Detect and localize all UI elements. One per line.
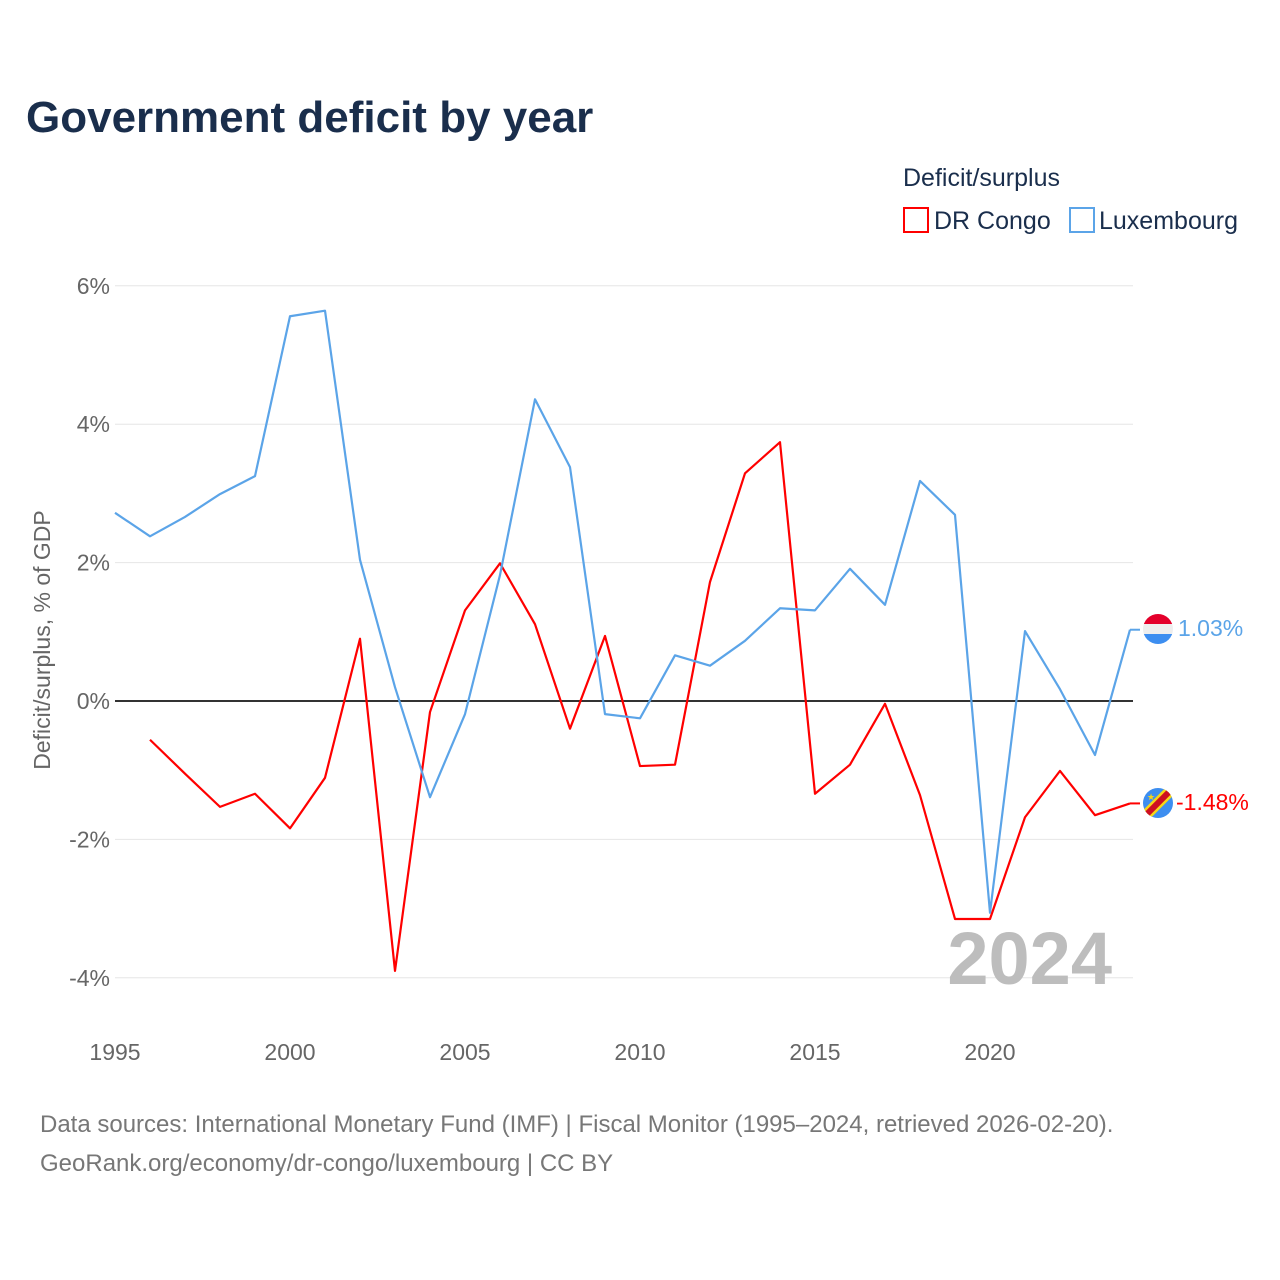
end-label-dr-congo: -1.48%	[1176, 789, 1249, 815]
footer-credit[interactable]: GeoRank.org/economy/dr-congo/luxembourg …	[40, 1150, 613, 1177]
data-point[interactable]	[603, 634, 607, 638]
y-tick-label: -2%	[69, 826, 110, 852]
data-point[interactable]	[708, 580, 712, 584]
data-point[interactable]	[883, 603, 887, 607]
data-point[interactable]	[1058, 769, 1062, 773]
data-point[interactable]	[813, 608, 817, 612]
end-label-luxembourg: 1.03%	[1178, 615, 1243, 641]
x-tick-label: 1995	[89, 1039, 140, 1065]
data-point[interactable]	[883, 702, 887, 706]
data-point[interactable]	[183, 772, 187, 776]
data-point[interactable]	[428, 710, 432, 714]
data-point[interactable]	[568, 465, 572, 469]
data-point[interactable]	[918, 479, 922, 483]
data-point[interactable]	[778, 440, 782, 444]
data-point[interactable]	[428, 795, 432, 799]
data-point[interactable]	[813, 792, 817, 796]
flag-dr-congo-icon: ★	[1143, 788, 1173, 818]
data-point[interactable]	[148, 534, 152, 538]
y-axis-label: Deficit/surplus, % of GDP	[29, 510, 55, 769]
data-point[interactable]	[708, 664, 712, 668]
data-point[interactable]	[988, 911, 992, 915]
data-point[interactable]	[638, 716, 642, 720]
data-point[interactable]	[323, 309, 327, 313]
flag-luxembourg-icon	[1143, 614, 1173, 644]
svg-text:★: ★	[1147, 792, 1155, 802]
data-point[interactable]	[463, 712, 467, 716]
data-point[interactable]	[463, 608, 467, 612]
data-point[interactable]	[323, 776, 327, 780]
data-point[interactable]	[848, 763, 852, 767]
data-point[interactable]	[778, 606, 782, 610]
data-point[interactable]	[743, 639, 747, 643]
data-point[interactable]	[673, 763, 677, 767]
x-tick-label: 2005	[439, 1039, 490, 1065]
x-tick-label: 2015	[789, 1039, 840, 1065]
data-point[interactable]	[1023, 815, 1027, 819]
data-point[interactable]	[673, 653, 677, 657]
y-tick-label: -4%	[69, 965, 110, 991]
data-point[interactable]	[253, 474, 257, 478]
data-point[interactable]	[148, 738, 152, 742]
data-point[interactable]	[918, 793, 922, 797]
data-point[interactable]	[1093, 753, 1097, 757]
data-point[interactable]	[218, 805, 222, 809]
data-point[interactable]	[113, 511, 117, 515]
year-watermark: 2024	[947, 917, 1112, 1000]
y-tick-label: 0%	[77, 688, 110, 714]
legend-swatch-luxembourg[interactable]	[1069, 207, 1095, 233]
data-point[interactable]	[1093, 813, 1097, 817]
chart-title: Government deficit by year	[26, 93, 593, 142]
data-point[interactable]	[568, 727, 572, 731]
data-point[interactable]	[288, 826, 292, 830]
data-point[interactable]	[393, 969, 397, 973]
data-point[interactable]	[218, 492, 222, 496]
data-point[interactable]	[358, 558, 362, 562]
data-point[interactable]	[533, 397, 537, 401]
data-point[interactable]	[953, 917, 957, 921]
legend-label-luxembourg[interactable]: Luxembourg	[1099, 207, 1238, 235]
data-point[interactable]	[358, 637, 362, 641]
data-point[interactable]	[638, 764, 642, 768]
x-tick-label: 2010	[614, 1039, 665, 1065]
data-point[interactable]	[393, 685, 397, 689]
y-tick-label: 6%	[77, 273, 110, 299]
x-tick-label: 2020	[964, 1039, 1015, 1065]
x-tick-label: 2000	[264, 1039, 315, 1065]
data-point[interactable]	[288, 314, 292, 318]
legend-swatch-dr-congo[interactable]	[903, 207, 929, 233]
y-tick-label: 2%	[77, 550, 110, 576]
data-point[interactable]	[1023, 629, 1027, 633]
series-line-dr-congo[interactable]	[149, 441, 1131, 972]
data-point[interactable]	[603, 712, 607, 716]
legend-title: Deficit/surplus	[903, 164, 1060, 192]
data-point[interactable]	[1058, 687, 1062, 691]
legend-label-dr-congo[interactable]: DR Congo	[934, 207, 1051, 235]
data-point[interactable]	[183, 515, 187, 519]
data-point[interactable]	[988, 917, 992, 921]
data-point[interactable]	[953, 513, 957, 517]
series-line-luxembourg[interactable]	[114, 309, 1132, 914]
footer-source: Data sources: International Monetary Fun…	[40, 1111, 1113, 1138]
data-point[interactable]	[848, 567, 852, 571]
data-point[interactable]	[533, 622, 537, 626]
data-point[interactable]	[253, 792, 257, 796]
data-point[interactable]	[743, 471, 747, 475]
y-tick-label: 4%	[77, 411, 110, 437]
data-point[interactable]	[498, 573, 502, 577]
